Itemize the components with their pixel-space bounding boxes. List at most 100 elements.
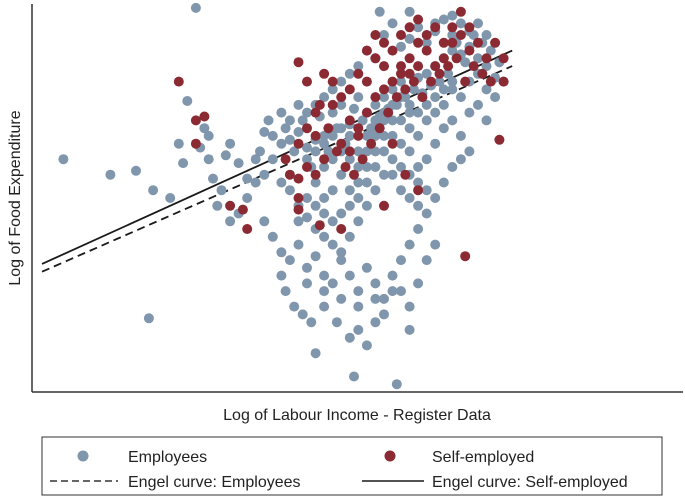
employee-point xyxy=(460,57,471,68)
employee-point xyxy=(438,14,449,25)
employee-point xyxy=(430,138,441,149)
self-employed-point xyxy=(443,61,454,72)
employee-point xyxy=(481,115,492,126)
employee-point xyxy=(297,309,308,320)
employee-point xyxy=(182,96,193,106)
employee-point xyxy=(387,169,398,180)
employee-point xyxy=(421,208,432,219)
self-employed-point xyxy=(417,92,428,103)
self-employed-point xyxy=(421,45,432,56)
self-employed-point xyxy=(280,154,291,165)
employee-point xyxy=(430,107,441,118)
employee-point xyxy=(413,162,424,172)
employee-point xyxy=(430,239,441,250)
legend-label-self-employed: Self-employed xyxy=(432,449,534,466)
employee-point xyxy=(353,177,364,188)
legend-label-engel-employees: Engel curve: Employees xyxy=(128,474,301,491)
employee-point xyxy=(370,185,381,196)
employee-point xyxy=(447,76,458,87)
employee-point xyxy=(344,130,355,141)
employee-point xyxy=(366,123,377,134)
employee-point xyxy=(173,138,184,149)
employee-point xyxy=(353,92,364,103)
employee-point xyxy=(396,255,406,266)
self-employed-point xyxy=(293,138,304,149)
employee-point xyxy=(148,185,159,196)
employee-point xyxy=(447,45,458,56)
employee-point xyxy=(421,185,432,196)
employee-point xyxy=(280,286,291,297)
self-employed-point xyxy=(396,68,406,79)
self-employed-point xyxy=(421,30,432,40)
employee-point xyxy=(225,216,236,227)
self-employed-point xyxy=(464,22,475,33)
employee-point xyxy=(413,130,424,141)
self-employed-point xyxy=(310,107,321,118)
self-employed-point xyxy=(396,61,406,72)
employee-point xyxy=(250,177,261,188)
employee-point xyxy=(280,123,291,134)
self-employed-point xyxy=(404,22,415,33)
self-employed-point xyxy=(391,92,402,103)
employee-point xyxy=(302,142,312,153)
employee-point xyxy=(464,146,475,157)
employee-point xyxy=(430,92,441,103)
employee-point xyxy=(361,200,372,211)
employee-point xyxy=(302,193,312,203)
employee-point xyxy=(361,146,372,157)
employee-point xyxy=(293,127,304,137)
self-employed-point xyxy=(336,92,347,103)
employee-point xyxy=(302,212,312,223)
employee-point xyxy=(216,185,227,196)
self-employed-point xyxy=(430,61,441,72)
employee-point xyxy=(233,158,244,169)
employee-point xyxy=(413,224,424,234)
employee-point xyxy=(379,92,389,103)
employee-point xyxy=(336,208,347,219)
employee-point xyxy=(353,216,364,227)
self-employed-point xyxy=(293,193,304,203)
self-employed-point xyxy=(374,123,385,134)
self-employed-point xyxy=(379,37,389,48)
employee-point xyxy=(259,216,270,227)
self-employed-point xyxy=(344,115,355,126)
employee-point xyxy=(327,107,338,118)
employee-point xyxy=(212,200,223,211)
employee-point xyxy=(404,99,415,110)
employee-point xyxy=(276,107,287,118)
self-employed-point xyxy=(314,99,325,110)
employee-point xyxy=(455,130,466,141)
employee-point xyxy=(297,115,308,126)
employee-point xyxy=(464,107,475,118)
employee-point xyxy=(302,278,312,289)
self-employed-point xyxy=(485,76,496,87)
self-employed-point xyxy=(340,162,351,172)
employee-point xyxy=(421,255,432,266)
employee-point xyxy=(421,37,432,48)
employee-point xyxy=(353,301,364,312)
employee-point xyxy=(387,270,398,281)
self-employed-point xyxy=(460,251,471,262)
self-employed-point xyxy=(387,138,398,149)
self-employed-point xyxy=(237,204,248,215)
employee-point xyxy=(379,169,389,180)
employee-point xyxy=(310,146,321,157)
employee-point xyxy=(361,162,372,172)
employee-point xyxy=(310,348,321,359)
self-employed-point xyxy=(293,204,304,215)
self-employed-point xyxy=(379,200,389,211)
self-employed-point xyxy=(477,68,488,79)
employee-point xyxy=(396,185,406,196)
employee-point xyxy=(319,130,330,141)
employee-point xyxy=(370,278,381,289)
self-employed-point xyxy=(336,138,347,149)
self-employed-point xyxy=(400,169,411,180)
employee-point xyxy=(447,115,458,126)
employee-point xyxy=(408,84,419,95)
employee-point xyxy=(379,115,389,126)
employee-point xyxy=(306,317,317,328)
employee-point xyxy=(336,169,347,180)
self-employed-point xyxy=(430,22,441,33)
employee-point xyxy=(438,99,449,110)
self-employed-point xyxy=(331,146,342,157)
